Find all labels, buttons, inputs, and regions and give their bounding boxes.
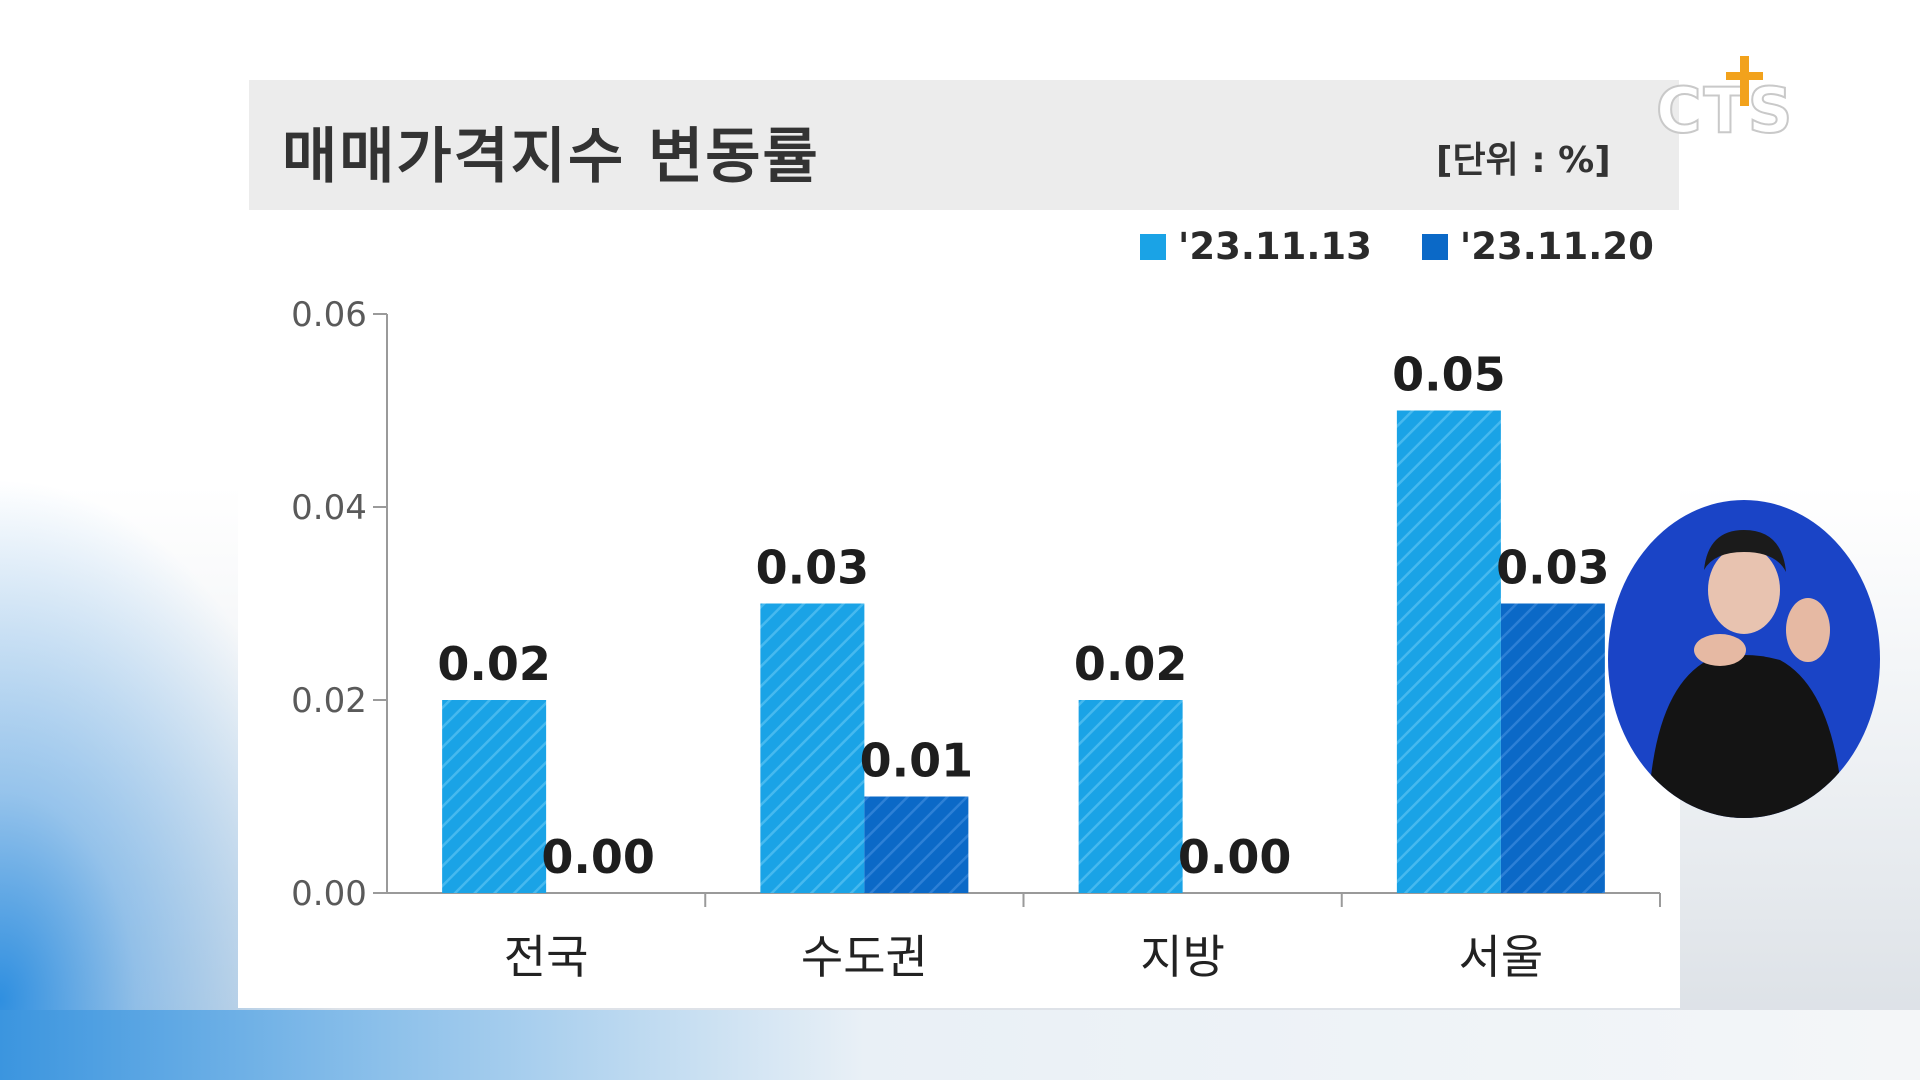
y-tick-label: 0.06 [291, 295, 367, 335]
data-label-series-2-1: 0.01 [860, 734, 974, 788]
data-label-series-1-0: 0.02 [437, 637, 551, 691]
legend: '23.11.13 '23.11.20 [1140, 225, 1654, 268]
data-label-series-1-3: 0.05 [1392, 348, 1506, 402]
category-label-1: 수도권 [801, 930, 928, 984]
legend-label-series-1: '23.11.13 [1178, 225, 1372, 268]
bar-series-2-1 [864, 796, 969, 893]
legend-swatch-series-1 [1140, 233, 1166, 260]
background-band [0, 1010, 1920, 1080]
chart-title: 매매가격지수 변동률 [282, 122, 820, 192]
data-label-series-2-3: 0.03 [1496, 541, 1610, 595]
data-label-series-2-2: 0.00 [1178, 830, 1292, 884]
unit-label: [단위 : %] [1436, 140, 1611, 181]
category-label-0: 전국 [504, 930, 589, 984]
legend-item-series-2: '23.11.20 [1421, 225, 1654, 268]
data-label-series-1-1: 0.03 [756, 541, 870, 595]
bar-series-1-1 [760, 603, 865, 893]
category-label-3: 서울 [1459, 930, 1544, 984]
watermark-text: CTS [1656, 74, 1790, 142]
data-label-series-1-2: 0.02 [1074, 637, 1188, 691]
y-tick-label: 0.04 [291, 488, 367, 528]
title-bar [249, 80, 1679, 210]
bar-series-1-2 [1078, 700, 1183, 893]
cts-logo: CTS [1655, 56, 1790, 142]
bar-series-1-0 [442, 700, 547, 893]
legend-label-series-2: '23.11.20 [1459, 225, 1654, 268]
y-tick-label: 0.02 [291, 681, 367, 721]
bar-series-2-3 [1500, 603, 1605, 893]
bar-series-1-3 [1396, 410, 1501, 893]
legend-swatch-series-2 [1421, 233, 1448, 260]
data-label-series-2-0: 0.00 [541, 830, 655, 884]
category-label-2: 지방 [1140, 930, 1225, 984]
interpreter-figure [1648, 530, 1844, 818]
legend-item-series-1: '23.11.13 [1140, 225, 1372, 268]
sign-language-interpreter [1608, 500, 1880, 818]
y-tick-label: 0.00 [291, 874, 367, 914]
cross-icon [1726, 56, 1763, 106]
